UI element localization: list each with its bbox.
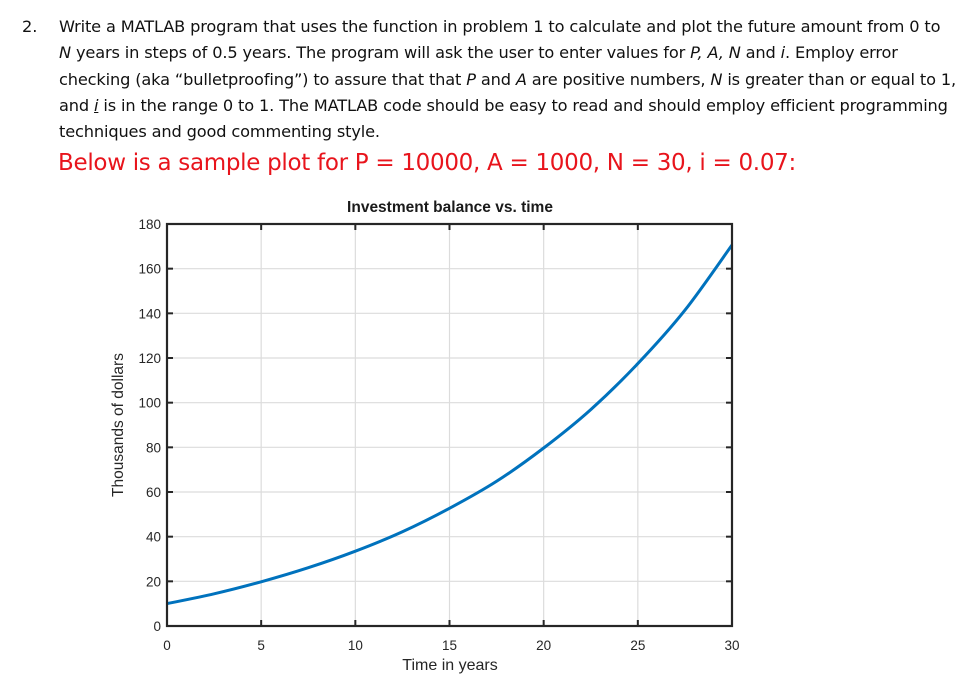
text-segment: are positive numbers, bbox=[526, 69, 711, 89]
y-tick-label: 120 bbox=[138, 351, 161, 366]
chart-axes bbox=[165, 222, 734, 628]
problem-line-2: N years in steps of 0.5 years. The progr… bbox=[59, 40, 974, 66]
y-tick-label: 60 bbox=[146, 485, 161, 500]
text-segment: checking (aka “bulletproofing”) to assur… bbox=[59, 69, 462, 89]
x-tick-label: 30 bbox=[724, 638, 739, 653]
y-axis-label: Thousands of dollars bbox=[110, 353, 127, 497]
problem-line-1: Write a MATLAB program that uses the fun… bbox=[59, 17, 941, 36]
sample-caption: Below is a sample plot for P = 10000, A … bbox=[58, 150, 796, 176]
chart-title: Investment balance vs. time bbox=[347, 199, 553, 216]
problem-line-4: and i is in the range 0 to 1. The MATLAB… bbox=[59, 93, 974, 119]
x-axis-label: Time in years bbox=[402, 657, 498, 674]
var-i: i bbox=[780, 43, 786, 63]
var-n: N bbox=[710, 69, 723, 89]
text-segment: . Employ error bbox=[785, 43, 898, 63]
text-segment: is in the range 0 to 1. The MATLAB code … bbox=[98, 95, 948, 115]
text-segment: and bbox=[475, 69, 516, 89]
problem-text: Write a MATLAB program that uses the fun… bbox=[59, 14, 974, 145]
var-p: P bbox=[466, 69, 476, 89]
text-segment: and bbox=[740, 43, 781, 63]
x-tick-label: 20 bbox=[536, 638, 551, 653]
future-amount-line bbox=[166, 244, 734, 606]
text-segment: is greater than or equal to 1, bbox=[722, 69, 956, 89]
y-tick-label: 0 bbox=[153, 619, 161, 634]
problem-line-5: techniques and good commenting style. bbox=[59, 122, 380, 142]
y-tick-label: 80 bbox=[146, 440, 161, 455]
text-segment: years in steps of 0.5 years. The program… bbox=[75, 43, 686, 63]
y-tick-label: 100 bbox=[138, 396, 161, 411]
x-tick-label: 10 bbox=[348, 638, 363, 653]
x-tick-label: 0 bbox=[163, 638, 171, 653]
x-tick-label: 25 bbox=[630, 638, 645, 653]
y-tick-label: 20 bbox=[146, 574, 161, 589]
var-a: A bbox=[515, 69, 527, 89]
y-tick-label: 40 bbox=[146, 530, 161, 545]
var-n: N bbox=[59, 43, 71, 63]
x-tick-label: 15 bbox=[442, 638, 457, 653]
y-tick-label: 180 bbox=[138, 217, 161, 232]
var-i: i bbox=[94, 95, 99, 115]
problem-line-3: checking (aka “bulletproofing”) to assur… bbox=[59, 67, 974, 93]
chart-line-series bbox=[166, 244, 734, 606]
vars-pan: P, A, N bbox=[690, 43, 741, 63]
y-tick-label: 140 bbox=[138, 306, 161, 321]
problem-number: 2. bbox=[22, 17, 38, 36]
text-segment: and bbox=[59, 95, 90, 115]
chart-grid bbox=[167, 224, 732, 626]
x-tick-label: 5 bbox=[257, 638, 265, 653]
chart-tick-labels: 0 5 10 15 20 25 30 0 20 40 60 80 100 120 140 160 180 bbox=[138, 217, 739, 653]
y-tick-label: 160 bbox=[138, 262, 161, 277]
